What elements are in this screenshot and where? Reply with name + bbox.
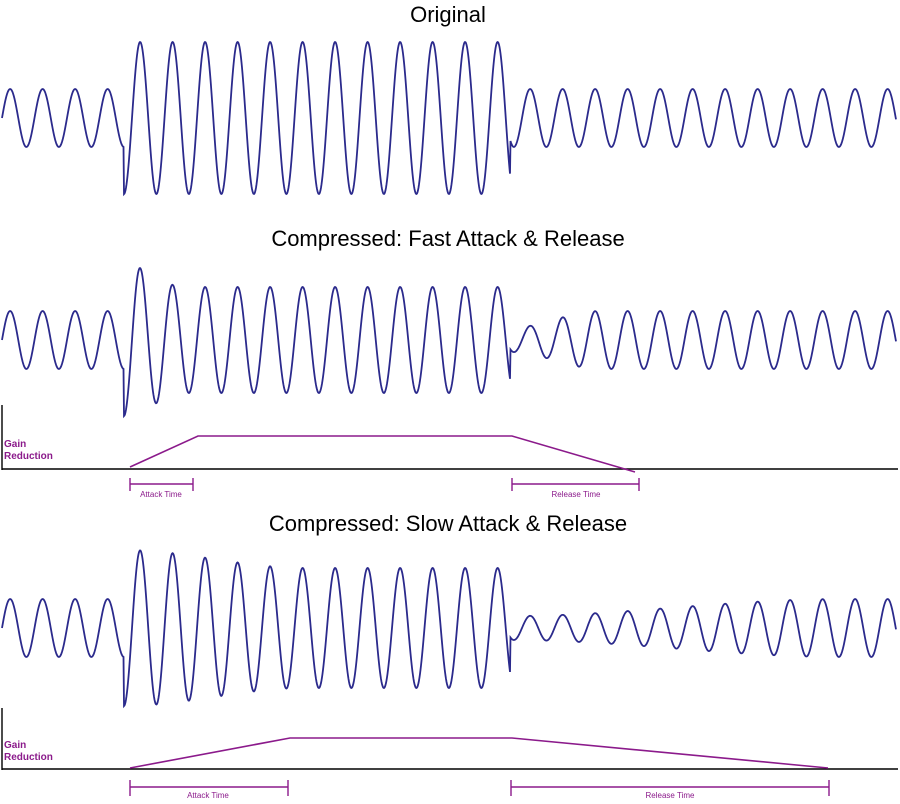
panel-title-slow: Compressed: Slow Attack & Release — [269, 511, 627, 536]
waveform-original — [1, 40, 897, 197]
release-bracket-fast: Release Time — [511, 478, 640, 499]
attack-bracket-slow: Attack Time — [129, 780, 289, 800]
release-bracket-slow: Release Time — [510, 780, 830, 800]
panel-original: Original — [1, 2, 897, 197]
panel-slow: Compressed: Slow Attack & Release Gain R… — [1, 511, 898, 800]
gain-label-line2: Reduction — [4, 752, 53, 763]
release-time-label: Release Time — [552, 490, 601, 499]
attack-time-label: Attack Time — [187, 791, 229, 800]
gain-envelope-fast — [129, 435, 636, 473]
waveform-slow — [1, 549, 897, 709]
attack-time-label: Attack Time — [140, 490, 182, 499]
attack-bracket-fast: Attack Time — [129, 478, 194, 499]
panel-title-original: Original — [410, 2, 486, 27]
gain-label-line1: Gain — [4, 439, 26, 450]
panel-fast: Compressed: Fast Attack & Release Gain R… — [1, 226, 898, 499]
gain-label-line2: Reduction — [4, 451, 53, 462]
gain-envelope-slow — [129, 737, 829, 769]
panel-title-fast: Compressed: Fast Attack & Release — [271, 226, 624, 251]
release-time-label: Release Time — [646, 791, 695, 800]
gain-label-line1: Gain — [4, 740, 26, 751]
waveform-fast — [1, 266, 897, 419]
